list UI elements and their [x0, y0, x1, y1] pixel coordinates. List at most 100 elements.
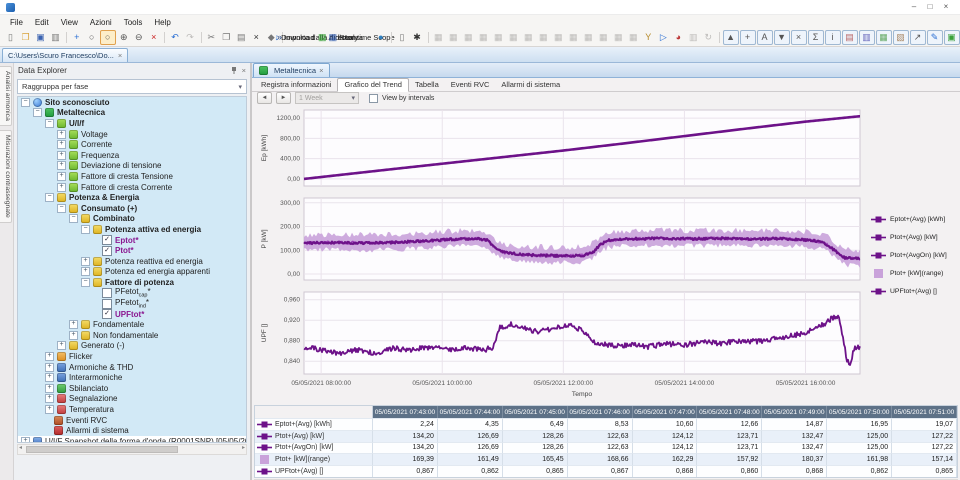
expander-expand-icon[interactable]: +	[57, 140, 66, 149]
view-by-intervals-checkbox[interactable]	[369, 94, 378, 103]
color-wheel-button[interactable]: ✱	[410, 31, 424, 44]
layout-2-button[interactable]: ▥	[859, 30, 875, 45]
expander-expand-icon[interactable]: +	[81, 257, 90, 266]
print-button[interactable]: ▥	[49, 31, 63, 44]
tree-item[interactable]: −Combinato	[18, 214, 246, 225]
legend-ptot-range[interactable]: Ptot+ [kW](range)	[871, 269, 960, 278]
expander-collapse-icon[interactable]: −	[81, 225, 90, 234]
close-button[interactable]: ×	[938, 1, 954, 13]
layout-1-button[interactable]: ▤	[842, 30, 858, 45]
tree-item[interactable]: +Potenza ed energia apparenti	[18, 267, 246, 278]
cut-button[interactable]: ✂	[204, 31, 218, 44]
legend-ptot-avg[interactable]: Ptot+(Avg) [kW]	[871, 233, 960, 242]
tree-item[interactable]: +Flicker	[18, 351, 246, 362]
expander-expand-icon[interactable]: +	[69, 320, 78, 329]
expander-expand-icon[interactable]: +	[57, 161, 66, 170]
tree-item[interactable]: PFetotind*	[18, 298, 246, 309]
undo-button[interactable]: ↶	[168, 31, 182, 44]
edit-button[interactable]: ✎	[927, 30, 943, 45]
trend-button[interactable]: ↗	[910, 30, 926, 45]
tab-registra-informazioni[interactable]: Registra informazioni	[255, 79, 337, 91]
maximize-button[interactable]: □	[922, 1, 938, 13]
tree-item[interactable]: +Voltage	[18, 129, 246, 140]
expander-expand-icon[interactable]: +	[45, 405, 54, 414]
menu-azioni[interactable]: Azioni	[84, 17, 118, 28]
pin-icon[interactable]	[230, 66, 238, 75]
next-interval-button[interactable]: ►	[276, 92, 291, 104]
expander-expand-icon[interactable]: +	[57, 172, 66, 181]
workspace-tab-close-icon[interactable]: ×	[319, 67, 323, 75]
export-button[interactable]: ▷	[656, 31, 670, 44]
sum-button[interactable]: Σ	[808, 30, 824, 45]
save-button[interactable]: ▣	[34, 31, 48, 44]
zoom-in-button[interactable]: ⊕	[117, 31, 131, 44]
expander-expand-icon[interactable]: +	[45, 384, 54, 393]
minimize-button[interactable]: –	[906, 1, 922, 13]
tree-checkbox[interactable]	[102, 288, 112, 298]
legend-upftot-avg[interactable]: UPFtot+(Avg) []	[871, 287, 960, 296]
tab-grafico-del-trend[interactable]: Grafico del Trend	[337, 78, 409, 92]
remove-series-button[interactable]: ×	[791, 30, 807, 45]
expander-expand-icon[interactable]: +	[45, 352, 54, 361]
expander-collapse-icon[interactable]: −	[21, 98, 30, 107]
tree-item[interactable]: +Interarmoniche	[18, 372, 246, 383]
tree-item[interactable]: +Sbilanciato	[18, 383, 246, 394]
chart-ep-trend[interactable]: 0,00400,00800,001200,00Ep [kWh]	[254, 106, 866, 192]
realtime-scope-button[interactable]: ▦Real-time Scope	[351, 31, 373, 44]
tree-item[interactable]: +Generato (-)	[18, 341, 246, 352]
tree-item[interactable]: +Fondamentale	[18, 319, 246, 330]
tree-item[interactable]: +Fattore di cresta Corrente	[18, 182, 246, 193]
expander-expand-icon[interactable]: +	[45, 373, 54, 382]
tree-item[interactable]: +Frequenza	[18, 150, 246, 161]
zoom-button[interactable]: ○	[85, 31, 99, 44]
workspace-tab-metaltecnica[interactable]: Metaltecnica ×	[253, 63, 330, 77]
expander-expand-icon[interactable]: +	[69, 331, 78, 340]
web-button[interactable]: ●	[374, 31, 388, 44]
tree-item[interactable]: −Fattore di potenza	[18, 277, 246, 288]
tree-item[interactable]: +Segnalazione	[18, 394, 246, 405]
auto-scale-button[interactable]: A	[757, 30, 773, 45]
tree-hscrollbar-thumb[interactable]	[26, 446, 178, 453]
tree-item[interactable]: ✓UPFtot*	[18, 309, 246, 320]
clear-zoom-button[interactable]: ×	[147, 31, 161, 44]
expander-expand-icon[interactable]: +	[57, 341, 66, 350]
expander-collapse-icon[interactable]: −	[45, 193, 54, 202]
tree-hscrollbar[interactable]: ◂ ▸	[17, 444, 247, 455]
tab-allarmi-di-sistema[interactable]: Allarmi di sistema	[495, 79, 566, 91]
info-button[interactable]: i	[825, 30, 841, 45]
tree-checkbox[interactable]: ✓	[102, 235, 112, 245]
tree-item[interactable]: −Potenza & Energia	[18, 192, 246, 203]
tree-item[interactable]: +Corrente	[18, 139, 246, 150]
tree-item[interactable]: ✓Eptot*	[18, 235, 246, 246]
expander-expand-icon[interactable]: +	[21, 437, 30, 443]
snapshot-image-button[interactable]: ▣	[944, 30, 960, 45]
chart-p-trend[interactable]: 0,00100,00200,00300,00P [kW]	[254, 194, 866, 286]
tree-checkbox[interactable]: ✓	[102, 246, 112, 256]
side-tab-analisi-armonica[interactable]: Analisi armonica	[0, 66, 12, 126]
tree-item[interactable]: Allarmi di sistema	[18, 425, 246, 436]
open-folder-button[interactable]: ❐	[19, 31, 33, 44]
tree-item[interactable]: +Fattore di cresta Tensione	[18, 171, 246, 182]
menu-file[interactable]: File	[4, 17, 29, 28]
expander-collapse-icon[interactable]: −	[57, 204, 66, 213]
expander-expand-icon[interactable]: +	[57, 151, 66, 160]
paste-button[interactable]: ▤	[234, 31, 248, 44]
menu-tools[interactable]: Tools	[118, 17, 149, 28]
scale-down-button[interactable]: ▼	[774, 30, 790, 45]
chart-upf-trend[interactable]: 0,8400,8800,9200,960UPF []05/05/2021 08:…	[254, 288, 866, 402]
legend-eptot-avg[interactable]: Eptot+(Avg) [kWh]	[871, 215, 960, 224]
expander-expand-icon[interactable]: +	[57, 183, 66, 192]
tree-item[interactable]: −U/I/f	[18, 118, 246, 129]
tab-eventi-rvc[interactable]: Eventi RVC	[445, 79, 496, 91]
side-tab-misurazioni-contrassegnate[interactable]: Misurazioni contrassegnate	[0, 130, 12, 223]
copy-button[interactable]: ❐	[219, 31, 233, 44]
tree-item[interactable]: −Consumato (+)	[18, 203, 246, 214]
expander-collapse-icon[interactable]: −	[69, 214, 78, 223]
new-file-button[interactable]: ▯	[4, 31, 18, 44]
report-button[interactable]: ▯	[395, 31, 409, 44]
tree-item[interactable]: +Potenza reattiva ed energia	[18, 256, 246, 267]
tree-item[interactable]: +Armoniche & THD	[18, 362, 246, 373]
tree-checkbox[interactable]: ✓	[102, 309, 112, 319]
menu-view[interactable]: View	[55, 17, 84, 28]
menu-help[interactable]: Help	[148, 17, 176, 28]
